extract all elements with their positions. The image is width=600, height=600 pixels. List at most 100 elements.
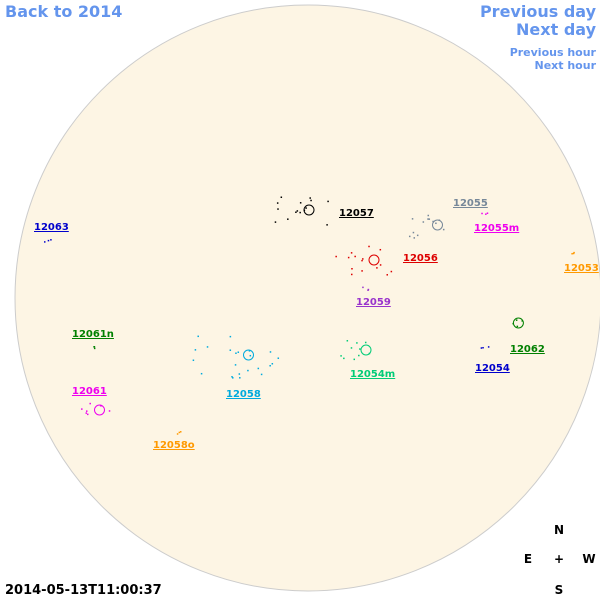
region-label[interactable]: 12055: [453, 198, 488, 209]
sunspot: [271, 363, 274, 365]
previous-day-link[interactable]: Previous day: [480, 2, 597, 21]
sunspot-ring: [94, 404, 105, 416]
sunspot: [287, 218, 289, 220]
region-label[interactable]: 12054m: [350, 369, 395, 380]
sunspot: [235, 352, 237, 354]
sunspot: [571, 252, 573, 255]
sunspot: [326, 224, 328, 226]
sunspot: [486, 212, 489, 214]
sunspot: [86, 410, 88, 412]
region-label[interactable]: 12059: [356, 297, 391, 308]
region-label[interactable]: 12054: [475, 363, 510, 374]
sunspot: [47, 239, 50, 242]
compass-center: +: [554, 552, 564, 566]
sunspot: [390, 270, 393, 273]
sunspot: [379, 264, 382, 266]
region-label[interactable]: 12061n: [72, 329, 114, 340]
sunspot: [356, 342, 358, 344]
sunspot: [350, 347, 353, 349]
sunspot: [249, 354, 252, 357]
sunspot: [362, 258, 364, 260]
region-label[interactable]: 12062: [510, 344, 545, 355]
sunspot: [229, 349, 232, 351]
region-label[interactable]: 12061: [72, 386, 107, 397]
compass-west: W: [582, 552, 595, 566]
sunspot: [274, 221, 277, 223]
sunspot: [310, 199, 312, 202]
region-label[interactable]: 12055m: [474, 223, 519, 234]
compass-east: E: [524, 552, 532, 566]
sunspot: [296, 210, 299, 212]
sunspot: [299, 202, 302, 204]
sunspot: [44, 241, 46, 243]
sunspot: [487, 346, 490, 348]
sunspot: [93, 346, 95, 348]
next-hour-link[interactable]: Next hour: [535, 59, 597, 72]
sunspot: [234, 364, 237, 366]
sunspot: [346, 340, 349, 342]
sunspot: [412, 231, 415, 234]
sunspot: [248, 350, 251, 352]
sunspot: [358, 354, 360, 357]
region-label[interactable]: 12063: [34, 222, 69, 233]
sunspot: [379, 248, 382, 251]
sunspot-ring: [512, 317, 524, 329]
sunspot: [413, 237, 416, 239]
sunspot: [353, 358, 356, 361]
sunspot: [257, 367, 260, 370]
sunspot: [376, 267, 378, 269]
timestamp: 2014-05-13T11:00:37: [5, 583, 162, 598]
sunspot: [232, 377, 234, 379]
sunspot: [573, 251, 575, 254]
sunspot: [572, 252, 575, 255]
sunspot: [100, 405, 102, 407]
sunspot: [427, 214, 430, 217]
sunspot: [516, 325, 519, 328]
sunspot: [229, 335, 232, 338]
sunspot: [427, 218, 429, 220]
sunspot: [435, 222, 437, 225]
sunspot: [295, 211, 297, 214]
sunspot: [50, 239, 52, 241]
sunspot: [86, 413, 89, 416]
sunspot: [515, 319, 518, 321]
sunspot: [343, 357, 345, 360]
sunspot: [231, 376, 233, 378]
sunspot: [277, 208, 279, 210]
regions: 12057 12055 12055m 12056 12053 12063 12059 1206…: [34, 196, 599, 451]
sunspot-ring: [360, 344, 372, 356]
sunspot: [485, 213, 487, 215]
region-label[interactable]: 12058o: [153, 440, 195, 451]
sunspot: [432, 220, 434, 223]
sunspot: [239, 377, 241, 379]
sunspot: [309, 197, 311, 199]
sunspot: [85, 412, 88, 414]
sunspot: [89, 402, 91, 405]
region-label[interactable]: 12056: [403, 253, 438, 264]
sunspot: [422, 221, 425, 223]
sunspot-ring: [368, 254, 380, 266]
next-day-link[interactable]: Next day: [516, 20, 597, 39]
sunspot: [194, 349, 197, 351]
sunspot: [276, 202, 279, 204]
previous-hour-link[interactable]: Previous hour: [510, 46, 597, 59]
sunspot: [277, 357, 280, 359]
sunspot: [179, 431, 182, 433]
sunspot: [359, 348, 361, 350]
sunspot: [482, 346, 484, 349]
sunspot: [200, 372, 203, 375]
sunspot: [351, 273, 353, 276]
region-label[interactable]: 12057: [339, 208, 374, 219]
sunspot: [108, 410, 111, 412]
sunspot: [81, 408, 83, 410]
region-label[interactable]: 12053: [564, 263, 599, 274]
sunspot: [237, 351, 240, 353]
sunspot-ring: [303, 204, 315, 216]
sunspot: [351, 267, 353, 270]
sunspot: [354, 255, 356, 258]
sunspot-ring: [432, 219, 443, 231]
region-label[interactable]: 12058: [226, 389, 261, 400]
sunspot: [206, 346, 209, 348]
back-link[interactable]: Back to 2014: [5, 2, 122, 21]
